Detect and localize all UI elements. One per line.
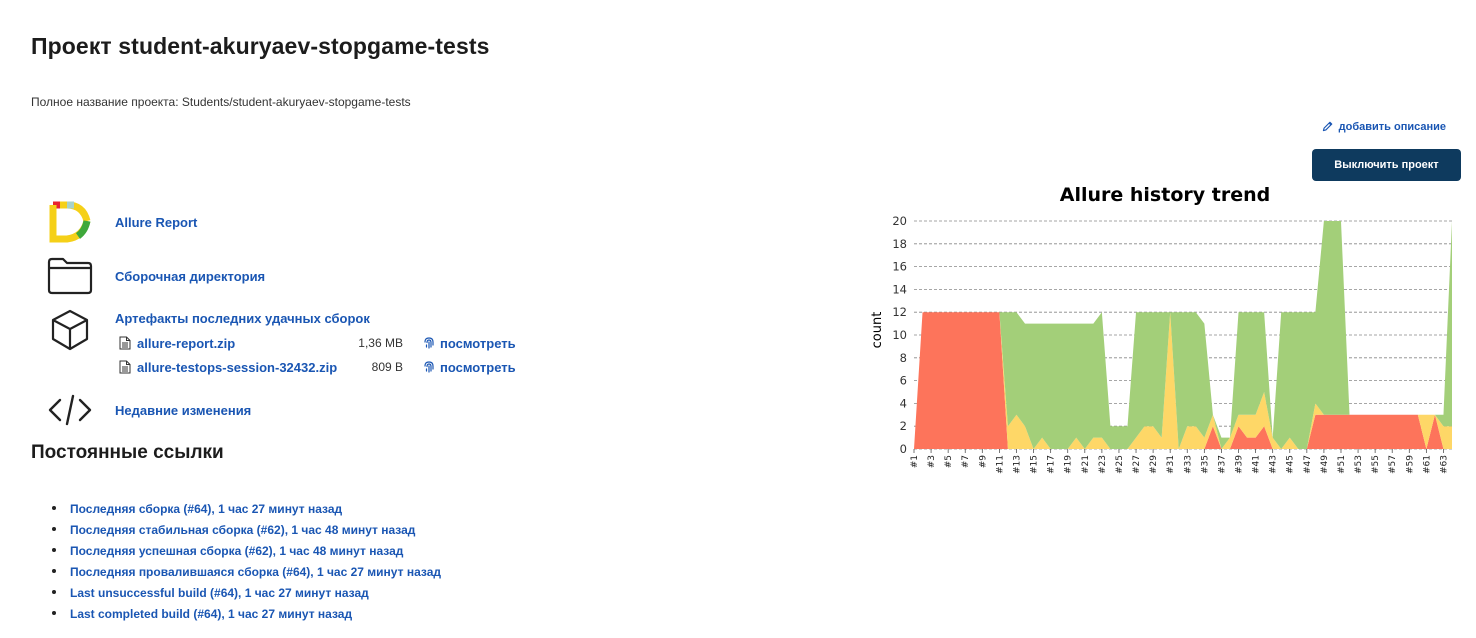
view-label: посмотреть (440, 335, 516, 351)
permalink-last-successful[interactable]: Последняя успешная сборка (#62), 1 час 4… (70, 543, 404, 558)
y-tick-label: 14 (892, 282, 907, 296)
recent-changes-link[interactable]: Недавние изменения (115, 402, 252, 418)
x-tick-label: #13 (1012, 455, 1022, 474)
x-tick-label: #27 (1132, 455, 1142, 474)
task-artifacts (46, 309, 94, 351)
y-tick-label: 2 (900, 419, 907, 433)
x-tick-label: #35 (1200, 455, 1210, 474)
x-tick-label: #31 (1166, 455, 1176, 474)
x-tick-label: #43 (1269, 455, 1279, 474)
add-description-link[interactable]: добавить описание (1321, 120, 1446, 133)
fingerprint-icon (424, 337, 434, 349)
x-tick-label: #29 (1149, 455, 1159, 474)
x-tick-label: #37 (1217, 455, 1227, 474)
chart-y-label: count (870, 312, 885, 349)
page-title: Проект student-akuryaev-stopgame-tests (31, 33, 490, 59)
artifact-size: 809 B (371, 360, 403, 374)
permalink-last-build[interactable]: Последняя сборка (#64), 1 час 27 минут н… (70, 501, 343, 516)
project-full-name: Полное название проекта: Students/studen… (31, 95, 411, 109)
permalinks-title: Постоянные ссылки (31, 442, 224, 463)
x-tick-label: #45 (1286, 455, 1296, 474)
x-tick-label: #61 (1422, 455, 1432, 474)
x-tick-label: #57 (1388, 455, 1398, 474)
x-tick-label: #49 (1320, 455, 1330, 474)
artifact-size: 1,36 MB (358, 336, 403, 350)
x-tick-label: #9 (978, 455, 988, 469)
x-tick-label: #21 (1081, 455, 1091, 474)
series-area-broken (914, 312, 1452, 449)
artifact-row: allure-report.zip 1,36 MB посмотреть (115, 331, 516, 355)
permalink-item[interactable]: Последняя стабильная сборка (#62), 1 час… (52, 519, 441, 540)
code-icon (46, 389, 94, 431)
permalink-item[interactable]: Последняя сборка (#64), 1 час 27 минут н… (52, 498, 441, 519)
y-tick-label: 4 (900, 396, 907, 410)
y-tick-label: 12 (892, 305, 907, 319)
pencil-icon (1322, 121, 1332, 132)
file-icon (119, 360, 131, 374)
x-tick-label: #47 (1303, 455, 1313, 474)
y-tick-label: 6 (900, 374, 907, 388)
permalinks-list: Последняя сборка (#64), 1 час 27 минут н… (52, 498, 441, 624)
workspace-link[interactable]: Сборочная директория (115, 268, 266, 284)
x-tick-label: #39 (1235, 455, 1245, 474)
permalink-last-completed[interactable]: Last completed build (#64), 1 час 27 мин… (70, 606, 353, 621)
x-tick-label: #23 (1098, 455, 1108, 474)
chart-title: Allure history trend (1060, 184, 1270, 206)
view-label: посмотреть (440, 359, 516, 375)
fingerprint-icon (424, 361, 434, 373)
permalink-last-failed[interactable]: Последняя провалившаяся сборка (#64), 1 … (70, 564, 441, 579)
y-tick-label: 20 (892, 214, 907, 228)
folder-icon (46, 255, 94, 297)
x-tick-label: #53 (1354, 455, 1364, 474)
x-tick-label: #55 (1371, 455, 1381, 474)
artifacts-link[interactable]: Артефакты последних удачных сборок (115, 311, 370, 326)
allure-report-link[interactable]: Allure Report (115, 214, 198, 230)
x-tick-label: #25 (1115, 455, 1125, 474)
artifact-view-link[interactable]: посмотреть (423, 336, 516, 351)
task-recent-changes[interactable]: Недавние изменения (46, 389, 251, 431)
package-icon (46, 309, 94, 351)
x-tick-label: #11 (995, 455, 1005, 474)
artifact-row: allure-testops-session-32432.zip 809 B п… (115, 355, 516, 379)
permalink-last-stable[interactable]: Последняя стабильная сборка (#62), 1 час… (70, 522, 416, 537)
y-tick-label: 16 (892, 260, 907, 274)
x-tick-label: #1 (910, 455, 920, 468)
x-tick-label: #5 (944, 455, 954, 468)
y-tick-label: 18 (892, 237, 907, 251)
y-tick-label: 0 (900, 442, 907, 456)
allure-history-trend-chart[interactable]: Allure history trend count 0 2 4 6 8 10 12 14 16… (860, 178, 1460, 488)
artifact-file-link[interactable]: allure-report.zip (137, 335, 236, 351)
x-tick-label: #63 (1439, 455, 1449, 474)
task-workspace[interactable]: Сборочная директория (46, 255, 265, 297)
permalink-item[interactable]: Последняя успешная сборка (#62), 1 час 4… (52, 540, 441, 561)
x-tick-label: #41 (1252, 455, 1262, 474)
series-area-passed (914, 221, 1452, 449)
x-tick-label: #19 (1064, 455, 1074, 474)
trend-chart-svg: Allure history trend count 0 2 4 6 8 10 12 14 16… (870, 184, 1452, 474)
x-tick-label: #7 (961, 455, 971, 468)
y-tick-label: 10 (892, 328, 907, 342)
x-tick-label: #3 (927, 455, 937, 468)
x-tick-label: #15 (1030, 455, 1040, 474)
file-icon (119, 336, 131, 350)
permalink-item[interactable]: Last unsuccessful build (#64), 1 час 27 … (52, 582, 441, 603)
allure-logo-icon (46, 201, 94, 243)
disable-project-button[interactable]: Выключить проект (1312, 149, 1461, 181)
permalink-last-unsuccessful[interactable]: Last unsuccessful build (#64), 1 час 27 … (70, 585, 369, 600)
x-tick-label: #59 (1405, 455, 1415, 474)
add-description-label: добавить описание (1338, 120, 1446, 133)
artifacts-section: Артефакты последних удачных сборок allur… (115, 311, 516, 379)
permalink-item[interactable]: Last completed build (#64), 1 час 27 мин… (52, 603, 441, 624)
artifact-file-link[interactable]: allure-testops-session-32432.zip (137, 359, 338, 375)
artifact-view-link[interactable]: посмотреть (423, 360, 516, 375)
y-tick-label: 8 (900, 351, 907, 365)
x-tick-label: #17 (1047, 455, 1057, 474)
task-allure-report[interactable]: Allure Report (46, 201, 197, 243)
permalink-item[interactable]: Последняя провалившаяся сборка (#64), 1 … (52, 561, 441, 582)
x-tick-label: #51 (1337, 455, 1347, 474)
x-tick-label: #33 (1183, 455, 1193, 474)
